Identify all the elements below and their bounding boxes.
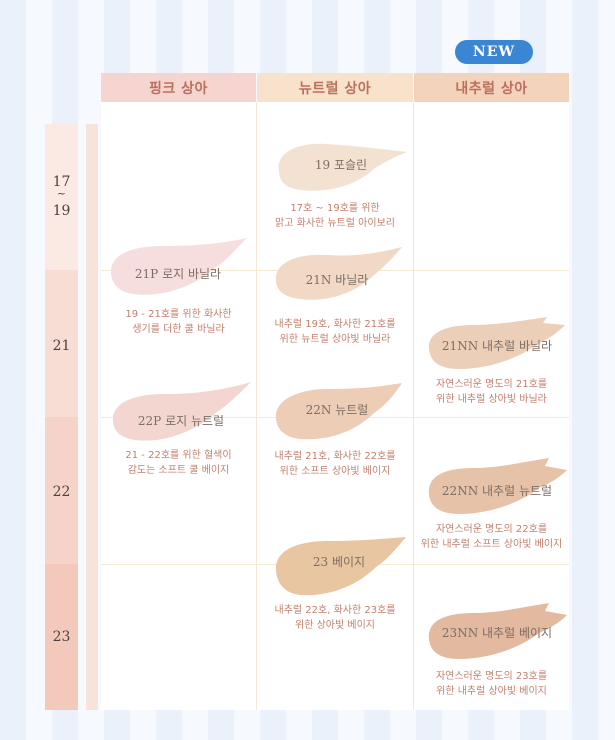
shade-level-17: 17 (52, 174, 71, 190)
swatch-description: 내추럴 22호, 화사한 23호를 위한 상아빛 베이지 (257, 603, 413, 633)
shade-scale-band (45, 417, 78, 564)
description-line: 위한 내추럴 소프트 상아빛 베이지 (420, 539, 563, 550)
shade-scale-strip (86, 124, 98, 710)
column-divider (256, 102, 257, 710)
column-header-natural: 내추럴 상아 (414, 73, 569, 102)
column-divider (413, 102, 414, 710)
new-badge: NEW (455, 40, 533, 64)
description-line: 위한 소프트 상아빛 베이지 (279, 466, 391, 477)
shade-scale-band (45, 564, 78, 710)
swatch-23-beige: 23 베이지 (270, 535, 408, 599)
swatch-19-porcelain: 19 포슬린 (271, 138, 411, 196)
swatch-name: 23 베이지 (312, 555, 366, 569)
description-line: 자연스러운 명도의 21호를 (435, 379, 548, 390)
description-line: 위한 뉴트럴 상아빛 바닐라 (279, 334, 391, 345)
swatch-description: 내추럴 21호, 화사한 22호를 위한 소프트 상아빛 베이지 (257, 449, 413, 479)
swatch-smear (275, 537, 406, 596)
shade-level-23: 23 (52, 629, 71, 645)
swatch-description: 자연스러운 명도의 22호를 위한 내추럴 소프트 상아빛 베이지 (414, 522, 569, 552)
swatch-22n-neutral: 22N 뉴트럴 (270, 381, 404, 443)
shade-level-tilde: ~ (56, 187, 67, 200)
description-line: 21 - 22호를 위한 혈색이 (125, 450, 232, 461)
swatch-smear (112, 382, 251, 441)
description-line: 내추럴 21호, 화사한 22호를 (274, 451, 396, 462)
swatch-21n-vanilla: 21N 바닐라 (270, 247, 404, 305)
swatch-smear (278, 143, 407, 191)
swatch-22p-rosy-neutral: 22P 로지 뉴트럴 (109, 382, 253, 446)
swatch-23nn-natural-beige: 23NN 내추럴 베이지 (425, 603, 569, 663)
swatch-name: 23NN 내추럴 베이지 (441, 626, 553, 640)
swatch-description: 21 - 22호를 위한 혈색이 감도는 소프트 쿨 베이지 (101, 448, 256, 478)
swatch-smear (428, 458, 567, 514)
swatch-name: 22NN 내추럴 뉴트럴 (441, 484, 553, 498)
description-line: 맑고 화사한 뉴트럴 아이보리 (275, 218, 395, 229)
description-line: 19 - 21호를 위한 화사한 (125, 309, 232, 320)
shade-scale-band (45, 270, 78, 417)
swatch-name: 21N 바닐라 (305, 273, 369, 287)
column-header-neutral: 뉴트럴 상아 (257, 73, 413, 102)
swatch-name: 22N 뉴트럴 (305, 403, 369, 417)
description-line: 감도는 소프트 쿨 베이지 (127, 465, 230, 476)
description-line: 17호 ~ 19호를 위한 (290, 203, 380, 214)
shade-level-22: 22 (52, 484, 71, 500)
shade-scale-band (45, 124, 78, 270)
swatch-smear (428, 603, 567, 659)
swatch-21p-rosy-vanilla: 21P 로지 바닐라 (107, 236, 249, 300)
description-line: 위한 내추럴 상아빛 베이지 (436, 686, 547, 697)
description-line: 자연스러운 명도의 23호를 (435, 671, 548, 682)
swatch-name: 22P 로지 뉴트럴 (137, 414, 225, 428)
description-line: 자연스러운 명도의 22호를 (435, 524, 548, 535)
swatch-smear (428, 317, 565, 369)
swatch-description: 자연스러운 명도의 23호를 위한 내추럴 상아빛 베이지 (414, 669, 569, 699)
swatch-description: 자연스러운 명도의 21호를 위한 내추럴 상아빛 바닐라 (414, 377, 569, 407)
swatch-description: 17호 ~ 19호를 위한 맑고 화사한 뉴트럴 아이보리 (257, 201, 413, 231)
description-line: 위한 내추럴 상아빛 바닐라 (436, 394, 547, 405)
description-line: 내추럴 19호, 화사한 21호를 (274, 319, 396, 330)
swatch-name: 21NN 내추럴 바닐라 (441, 339, 553, 353)
column-header-pink: 핑크 상아 (101, 73, 256, 102)
swatch-name: 21P 로지 바닐라 (134, 267, 222, 281)
description-line: 생기를 더한 쿨 바닐라 (132, 324, 225, 335)
swatch-smear (275, 383, 402, 440)
swatch-21nn-natural-vanilla: 21NN 내추럴 바닐라 (425, 317, 569, 373)
swatch-description: 내추럴 19호, 화사한 21호를 위한 뉴트럴 상아빛 바닐라 (257, 317, 413, 347)
description-line: 내추럴 22호, 화사한 23호를 (274, 605, 396, 616)
swatch-name: 19 포슬린 (314, 158, 368, 172)
shade-level-19: 19 (52, 203, 71, 219)
shade-level-21: 21 (52, 338, 71, 354)
swatch-smear (110, 238, 247, 295)
swatch-22nn-natural-neutral: 22NN 내추럴 뉴트럴 (425, 458, 569, 518)
description-line: 위한 상아빛 베이지 (295, 620, 375, 631)
swatch-description: 19 - 21호를 위한 화사한 생기를 더한 쿨 바닐라 (101, 307, 256, 337)
swatch-smear (275, 247, 402, 300)
